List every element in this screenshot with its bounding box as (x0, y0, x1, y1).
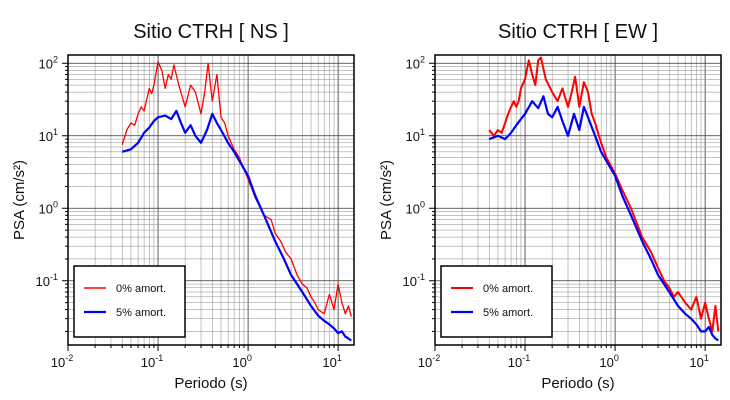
chart-title-ns: Sitio CTRH [ NS ] (133, 21, 289, 43)
legend-ns: 0% amort. 5% amort. (73, 265, 186, 338)
series-line-5pct (121, 109, 352, 342)
legend-box-ew (440, 265, 553, 338)
legend-label-0pct-ew: 0% amort. (483, 283, 533, 295)
series-line-0pct (488, 56, 720, 333)
x-axis-label-ns: Periodo (s) (174, 375, 247, 392)
plot-frame-ns (67, 54, 355, 346)
legend-ew: 0% amort. 5% amort. (440, 265, 553, 338)
x-tick-label: 10-1 (141, 353, 163, 370)
x-tick-label: 10-1 (508, 353, 530, 370)
panel-ns: Sitio CTRH [ NS ] 10-2 10-1 100 101 10-1 100… (11, 21, 355, 392)
series-ns (121, 61, 352, 342)
x-tick-label: 100 (599, 353, 618, 370)
y-tick-label: 102 (39, 54, 58, 71)
x-ticks-ns: 10-2 10-1 100 101 (51, 345, 342, 370)
chart-title-ew: Sitio CTRH [ EW ] (498, 21, 658, 43)
x-tick-label: 100 (232, 353, 251, 370)
x-tick-label: 10-2 (51, 353, 73, 370)
y-tick-label: 10-1 (36, 272, 58, 289)
series-ew (488, 56, 720, 342)
y-tick-label: 101 (406, 127, 425, 144)
y-axis-label-ew: PSA (cm/s²) (378, 160, 395, 240)
legend-label-5pct-ew: 5% amort. (483, 307, 533, 319)
x-tick-label: 101 (689, 353, 708, 370)
y-tick-label: 102 (406, 54, 425, 71)
y-ticks-ns: 10-1 100 101 102 (36, 54, 68, 332)
legend-label-5pct-ns: 5% amort. (116, 307, 166, 319)
y-tick-label: 10-1 (403, 272, 425, 289)
legend-label-0pct-ns: 0% amort. (116, 283, 166, 295)
x-axis-label-ew: Periodo (s) (541, 375, 614, 392)
legend-box-ns (73, 265, 186, 338)
y-axis-label-ns: PSA (cm/s²) (11, 160, 28, 240)
x-tick-label: 10-2 (418, 353, 440, 370)
plot-frame-ew (434, 54, 722, 346)
panel-ew: Sitio CTRH [ EW ] 10-2 10-1 100 101 10-1 100… (378, 21, 722, 392)
series-line-5pct (488, 95, 719, 342)
x-ticks-ew: 10-2 10-1 100 101 (418, 345, 709, 370)
series-line-0pct (121, 61, 352, 317)
y-tick-label: 100 (406, 199, 425, 216)
x-tick-label: 101 (322, 353, 341, 370)
y-ticks-ew: 10-1 100 101 102 (403, 54, 435, 332)
y-tick-label: 101 (39, 127, 58, 144)
y-tick-label: 100 (39, 199, 58, 216)
